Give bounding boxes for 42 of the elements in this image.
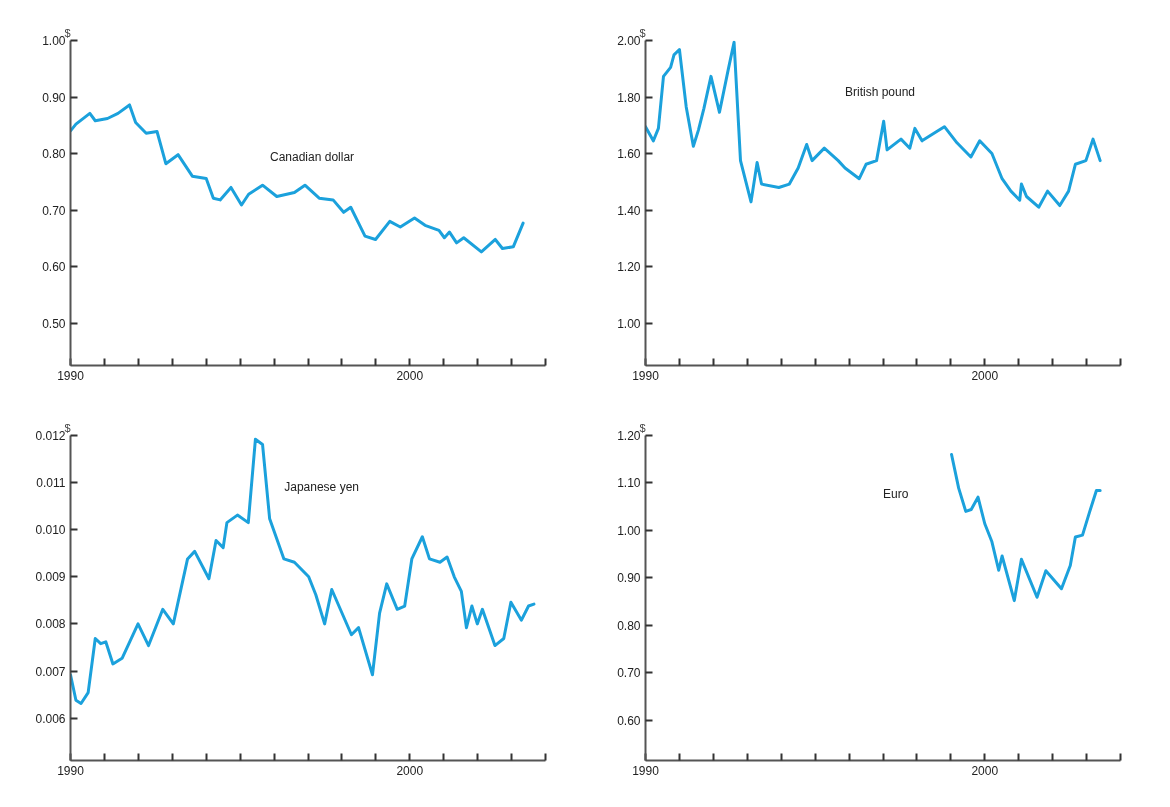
y-tick-label: 0.010 (35, 523, 66, 538)
y-tick-label: 1.10 (617, 476, 641, 491)
y-tick-label: 1.80 (617, 90, 641, 105)
y-tick-label: 0.006 (35, 711, 66, 726)
y-tick-label: 1.20 (617, 260, 641, 275)
y-tick-label: 2.00 (617, 34, 641, 48)
x-tick-label: 1990 (57, 368, 85, 383)
y-axis-title: $ (64, 421, 71, 434)
y-tick-label: 0.012 (35, 429, 66, 443)
y-tick-label: 0.90 (42, 90, 66, 105)
x-tick-label: 1990 (57, 763, 85, 778)
text: Euro (883, 486, 909, 501)
y-tick-label: 1.00 (617, 316, 641, 331)
x-tick-label: 2000 (396, 368, 424, 383)
series-label: Japanese yen (284, 480, 359, 494)
x-tick-label: 2000 (971, 368, 999, 383)
y-tick-label: 1.00 (42, 34, 66, 48)
y-tick-label: 1.00 (617, 523, 641, 538)
y-axis-title: $ (639, 421, 646, 434)
y-tick-label: 0.70 (42, 203, 66, 218)
y-tick-label: 1.40 (617, 203, 641, 218)
y-tick-label: 0.008 (35, 617, 66, 632)
y-tick-label: 0.60 (42, 260, 66, 275)
y-tick-label: 1.60 (617, 147, 641, 162)
series-label: Canadian dollar (270, 150, 355, 164)
y-tick-label: 0.90 (617, 571, 641, 586)
y-tick-label: 0.80 (42, 147, 66, 162)
y-tick-label: 1.20 (617, 429, 641, 443)
x-tick-label: 1990 (632, 368, 660, 383)
x-tick-label: 1990 (632, 763, 660, 778)
y-tick-label: 0.009 (35, 570, 66, 585)
y-tick-label: 0.60 (617, 713, 641, 728)
x-tick-label: 2000 (396, 763, 424, 778)
y-tick-label: 0.011 (36, 476, 66, 491)
y-axis-title: $ (639, 26, 646, 39)
y-axis-title: $ (64, 26, 71, 39)
text: British pound (845, 85, 916, 99)
y-tick-label: 0.50 (42, 316, 66, 331)
x-tick-label: 2000 (971, 763, 999, 778)
y-tick-label: 0.007 (35, 664, 66, 679)
y-tick-label: 0.80 (617, 618, 641, 633)
y-tick-label: 0.70 (617, 666, 641, 681)
